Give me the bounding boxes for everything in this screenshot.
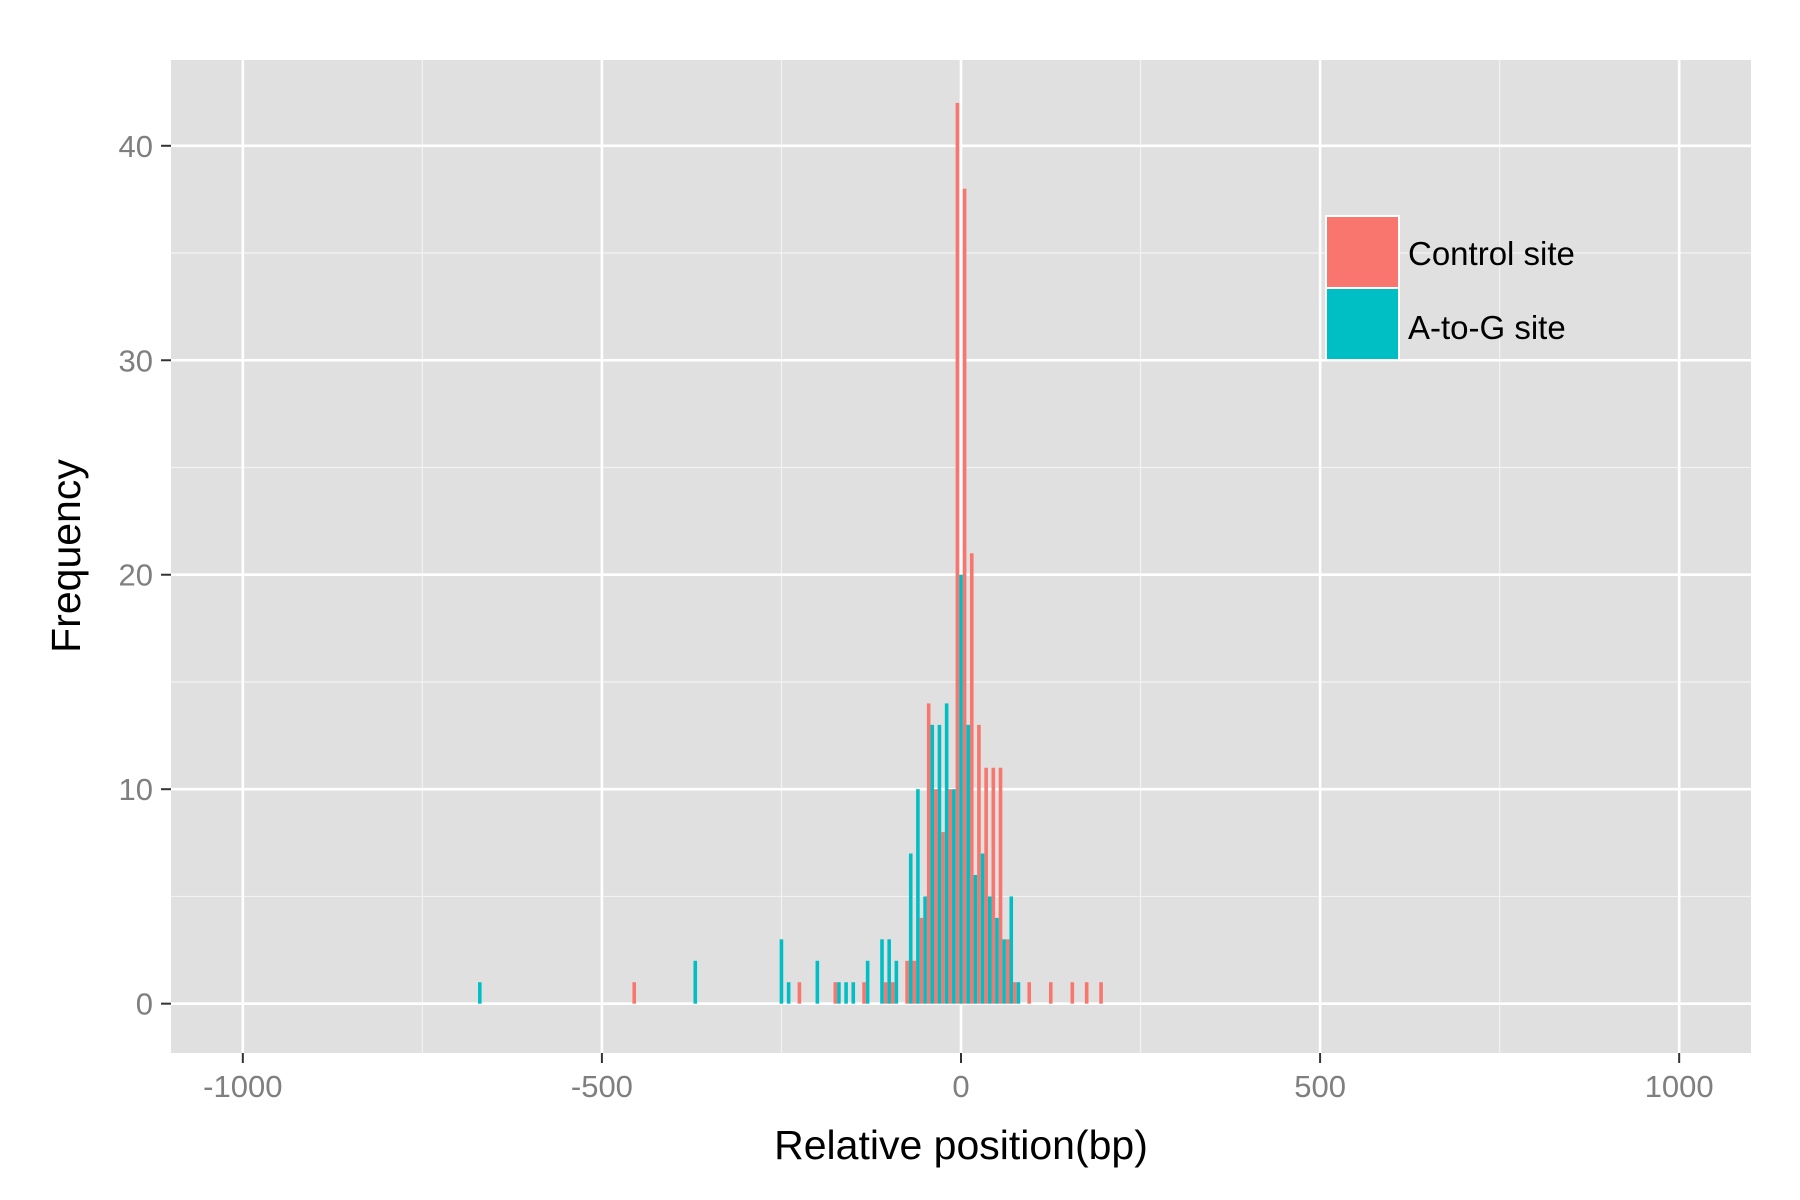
control-site-bar [962, 188, 967, 1004]
control-site-bar [833, 982, 838, 1004]
a-to-g-site-bar [693, 960, 698, 1004]
a-to-g-site-bar [987, 896, 992, 1004]
control-site-bar [1005, 939, 1010, 1004]
a-to-g-site-bar [865, 960, 870, 1004]
a-to-g-site-bar [916, 789, 920, 1004]
a-to-g-site-bar [930, 724, 935, 1004]
control-site-bar [948, 789, 953, 1004]
x-tick-label: 0 [952, 1069, 969, 1104]
a-to-g-site-bar [894, 960, 899, 1004]
control-site-bar [912, 960, 917, 1004]
control-site-bar [797, 982, 802, 1004]
control-site-bar [1099, 982, 1103, 1004]
x-tick-label: -500 [571, 1069, 633, 1104]
a-to-g-site-bar [779, 939, 784, 1004]
legend-key-control-site [1325, 215, 1400, 289]
legend-label-control-site: Control site [1408, 235, 1575, 272]
control-site-bars [632, 102, 1103, 1004]
a-to-g-site-bar [980, 853, 985, 1004]
control-site-bar [1048, 982, 1053, 1004]
a-to-g-site-bar [908, 853, 913, 1004]
a-to-g-site-bar [1002, 939, 1006, 1004]
control-site-bar [984, 767, 988, 1004]
control-site-bar [934, 789, 938, 1004]
y-tick-label: 30 [119, 343, 153, 378]
control-site-bar [969, 553, 974, 1004]
a-to-g-site-bar [887, 939, 891, 1004]
a-to-g-site-bar [1009, 896, 1014, 1004]
y-axis-ticks: 0 10 20 30 40 [119, 129, 171, 1022]
control-site-bar [919, 917, 924, 1004]
a-to-g-site-bar [478, 982, 482, 1004]
control-site-bar [941, 832, 945, 1004]
control-site-bar [955, 102, 960, 1004]
a-to-g-site-bar [995, 917, 999, 1004]
control-site-bar [977, 724, 981, 1004]
legend-label-a-to-g-site: A-to-G site [1408, 309, 1566, 346]
y-tick-label: 0 [136, 987, 153, 1022]
x-tick-label: 500 [1294, 1069, 1346, 1104]
a-to-g-site-bar [837, 982, 841, 1004]
x-axis-ticks: -1000 -500 0 500 1000 [203, 1053, 1714, 1104]
a-to-g-site-bar [952, 789, 956, 1004]
control-site-bar [1084, 982, 1089, 1004]
y-tick-label: 20 [119, 558, 153, 593]
control-site-bar [1027, 982, 1032, 1004]
a-to-g-site-bar [786, 982, 791, 1004]
x-tick-label: -1000 [203, 1069, 282, 1104]
a-to-g-site-bar [923, 896, 927, 1004]
y-axis-title: Frequency [43, 459, 89, 653]
a-to-g-site-bar [844, 982, 848, 1004]
control-site-bar [991, 767, 996, 1004]
control-site-bar [1013, 982, 1017, 1004]
control-site-bar [862, 982, 866, 1004]
a-to-g-site-bar [973, 874, 978, 1004]
control-site-bar [883, 982, 888, 1004]
a-to-g-site-bar [1016, 982, 1021, 1004]
a-to-g-site-bar [851, 982, 856, 1004]
legend: Control site A-to-G site [1325, 215, 1575, 361]
control-site-bar [905, 960, 909, 1004]
a-to-g-site-bar [937, 724, 942, 1004]
a-to-g-site-bar [944, 703, 949, 1004]
control-site-bar [632, 982, 637, 1004]
x-tick-label: 1000 [1645, 1069, 1714, 1104]
a-to-g-site-bar [959, 574, 963, 1004]
control-site-bar [926, 703, 931, 1004]
y-tick-label: 40 [119, 129, 153, 164]
control-site-bar [998, 767, 1003, 1004]
x-axis-title: Relative position(bp) [774, 1122, 1148, 1168]
control-site-bar [890, 982, 895, 1004]
y-tick-label: 10 [119, 772, 153, 807]
legend-key-a-to-g-site [1325, 287, 1400, 361]
control-site-bar [1070, 982, 1075, 1004]
a-to-g-site-bar [966, 724, 970, 1004]
a-to-g-site-bar [815, 960, 820, 1004]
a-to-g-site-bars [478, 574, 1021, 1004]
a-to-g-site-bar [880, 939, 884, 1004]
